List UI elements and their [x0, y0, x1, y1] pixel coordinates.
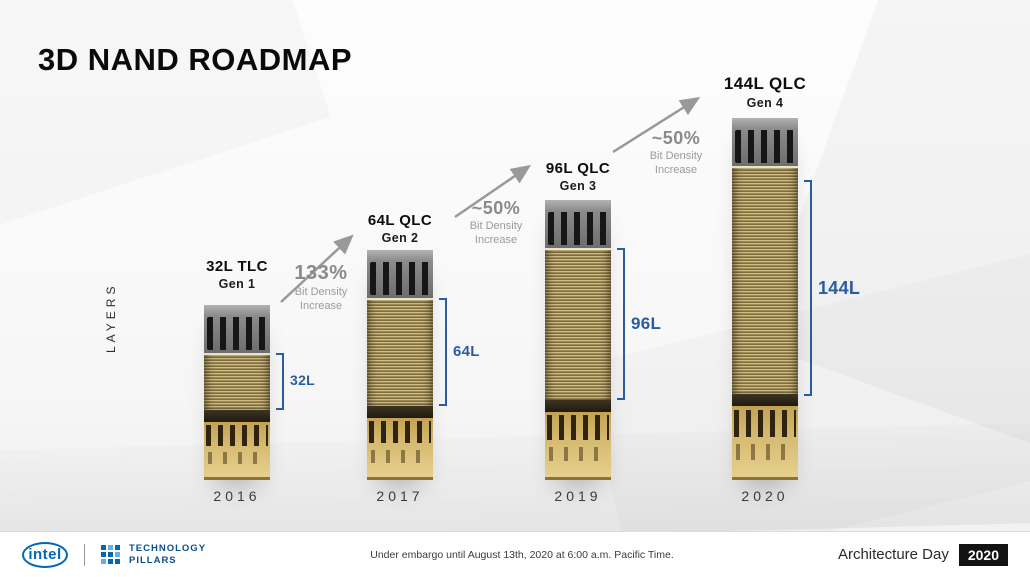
- die-title: 144L QLC: [723, 74, 807, 93]
- nand-column-2019: 96L QLC Gen 3 96L 2019: [518, 0, 661, 531]
- nand-die-image: [545, 200, 611, 480]
- die-dark-band: [204, 410, 270, 422]
- page-title: 3D NAND ROADMAP: [38, 42, 353, 77]
- footer-divider: [84, 543, 85, 566]
- year-label: 2016: [213, 488, 261, 504]
- caption-line: Increase: [474, 234, 518, 246]
- die-title: 96L QLC: [545, 160, 611, 177]
- die-generation: Gen 4: [746, 96, 784, 110]
- year-label: 2020: [741, 488, 789, 504]
- percent-label: 133%: [294, 262, 348, 284]
- event-year-badge: 2020: [958, 543, 1008, 566]
- pillars-grid-icon: [101, 545, 120, 564]
- die-generation: Gen 3: [559, 179, 597, 193]
- die-top-structures: [732, 118, 798, 166]
- nand-die-image: [204, 305, 270, 480]
- layer-count-label: 64L: [453, 343, 480, 360]
- die-dark-band: [545, 400, 611, 412]
- layer-count-label: 96L: [631, 314, 662, 333]
- pillars-label: TECHNOLOGY PILLARS: [129, 543, 206, 567]
- nand-die-image: [367, 250, 433, 480]
- embargo-text: Under embargo until August 13th, 2020 at…: [370, 548, 674, 561]
- die-layer-stack: [545, 248, 611, 400]
- pillars-label-line2: PILLARS: [129, 554, 177, 566]
- die-layer-stack: [367, 298, 433, 406]
- intel-logo: intel: [22, 541, 68, 568]
- layer-bracket: [276, 353, 284, 410]
- caption-line: Increase: [654, 164, 698, 176]
- event-name: Architecture Day: [837, 546, 949, 563]
- die-top-structures: [367, 250, 433, 298]
- nand-column-2016: 32L TLC Gen 1 32L 2016: [177, 0, 315, 531]
- caption-line: Bit Density: [469, 220, 523, 232]
- transition-2017-2019: ~50% Bit Density Increase: [443, 198, 549, 247]
- pillars-label-line1: TECHNOLOGY: [129, 542, 207, 554]
- die-base: [545, 412, 611, 480]
- y-axis-label: LAYERS: [104, 282, 118, 354]
- nand-column-2017: 64L QLC Gen 2 64L 2017: [340, 0, 479, 531]
- nand-die-image: [732, 118, 798, 480]
- layer-bracket: [617, 248, 625, 400]
- layer-bracket: [804, 180, 812, 396]
- year-label: 2017: [376, 488, 424, 504]
- transition-2016-2017: 133% Bit Density Increase: [268, 262, 374, 313]
- die-base: [204, 422, 270, 480]
- die-top-structures: [545, 200, 611, 248]
- die-layer-stack: [204, 353, 270, 410]
- die-dark-band: [732, 394, 798, 406]
- caption-line: Bit Density: [649, 150, 703, 162]
- footer: intel TECHNOLOGY PILLARS Under embargo u…: [0, 531, 1030, 577]
- year-label: 2019: [554, 488, 602, 504]
- die-dark-band: [367, 406, 433, 418]
- event-block: Architecture Day 2020: [837, 543, 1008, 566]
- die-title: 64L QLC: [367, 212, 433, 229]
- die-title: 32L TLC: [206, 258, 268, 275]
- die-generation: Gen 1: [218, 277, 256, 291]
- percent-label: ~50%: [471, 198, 521, 218]
- transition-2019-2020: ~50% Bit Density Increase: [623, 128, 729, 177]
- percent-label: ~50%: [651, 128, 701, 148]
- caption-line: Increase: [299, 300, 343, 312]
- layer-count-label: 32L: [290, 372, 316, 388]
- die-base: [367, 418, 433, 480]
- layer-count-label: 144L: [818, 278, 861, 298]
- layer-bracket: [439, 298, 447, 406]
- nand-column-2020: 144L QLC Gen 4 144L 2020: [705, 0, 860, 531]
- technology-pillars: TECHNOLOGY PILLARS: [101, 543, 206, 567]
- caption-line: Bit Density: [294, 286, 348, 298]
- die-layer-stack: [732, 166, 798, 394]
- die-generation: Gen 2: [381, 231, 419, 245]
- die-top-structures: [204, 305, 270, 353]
- die-base: [732, 406, 798, 480]
